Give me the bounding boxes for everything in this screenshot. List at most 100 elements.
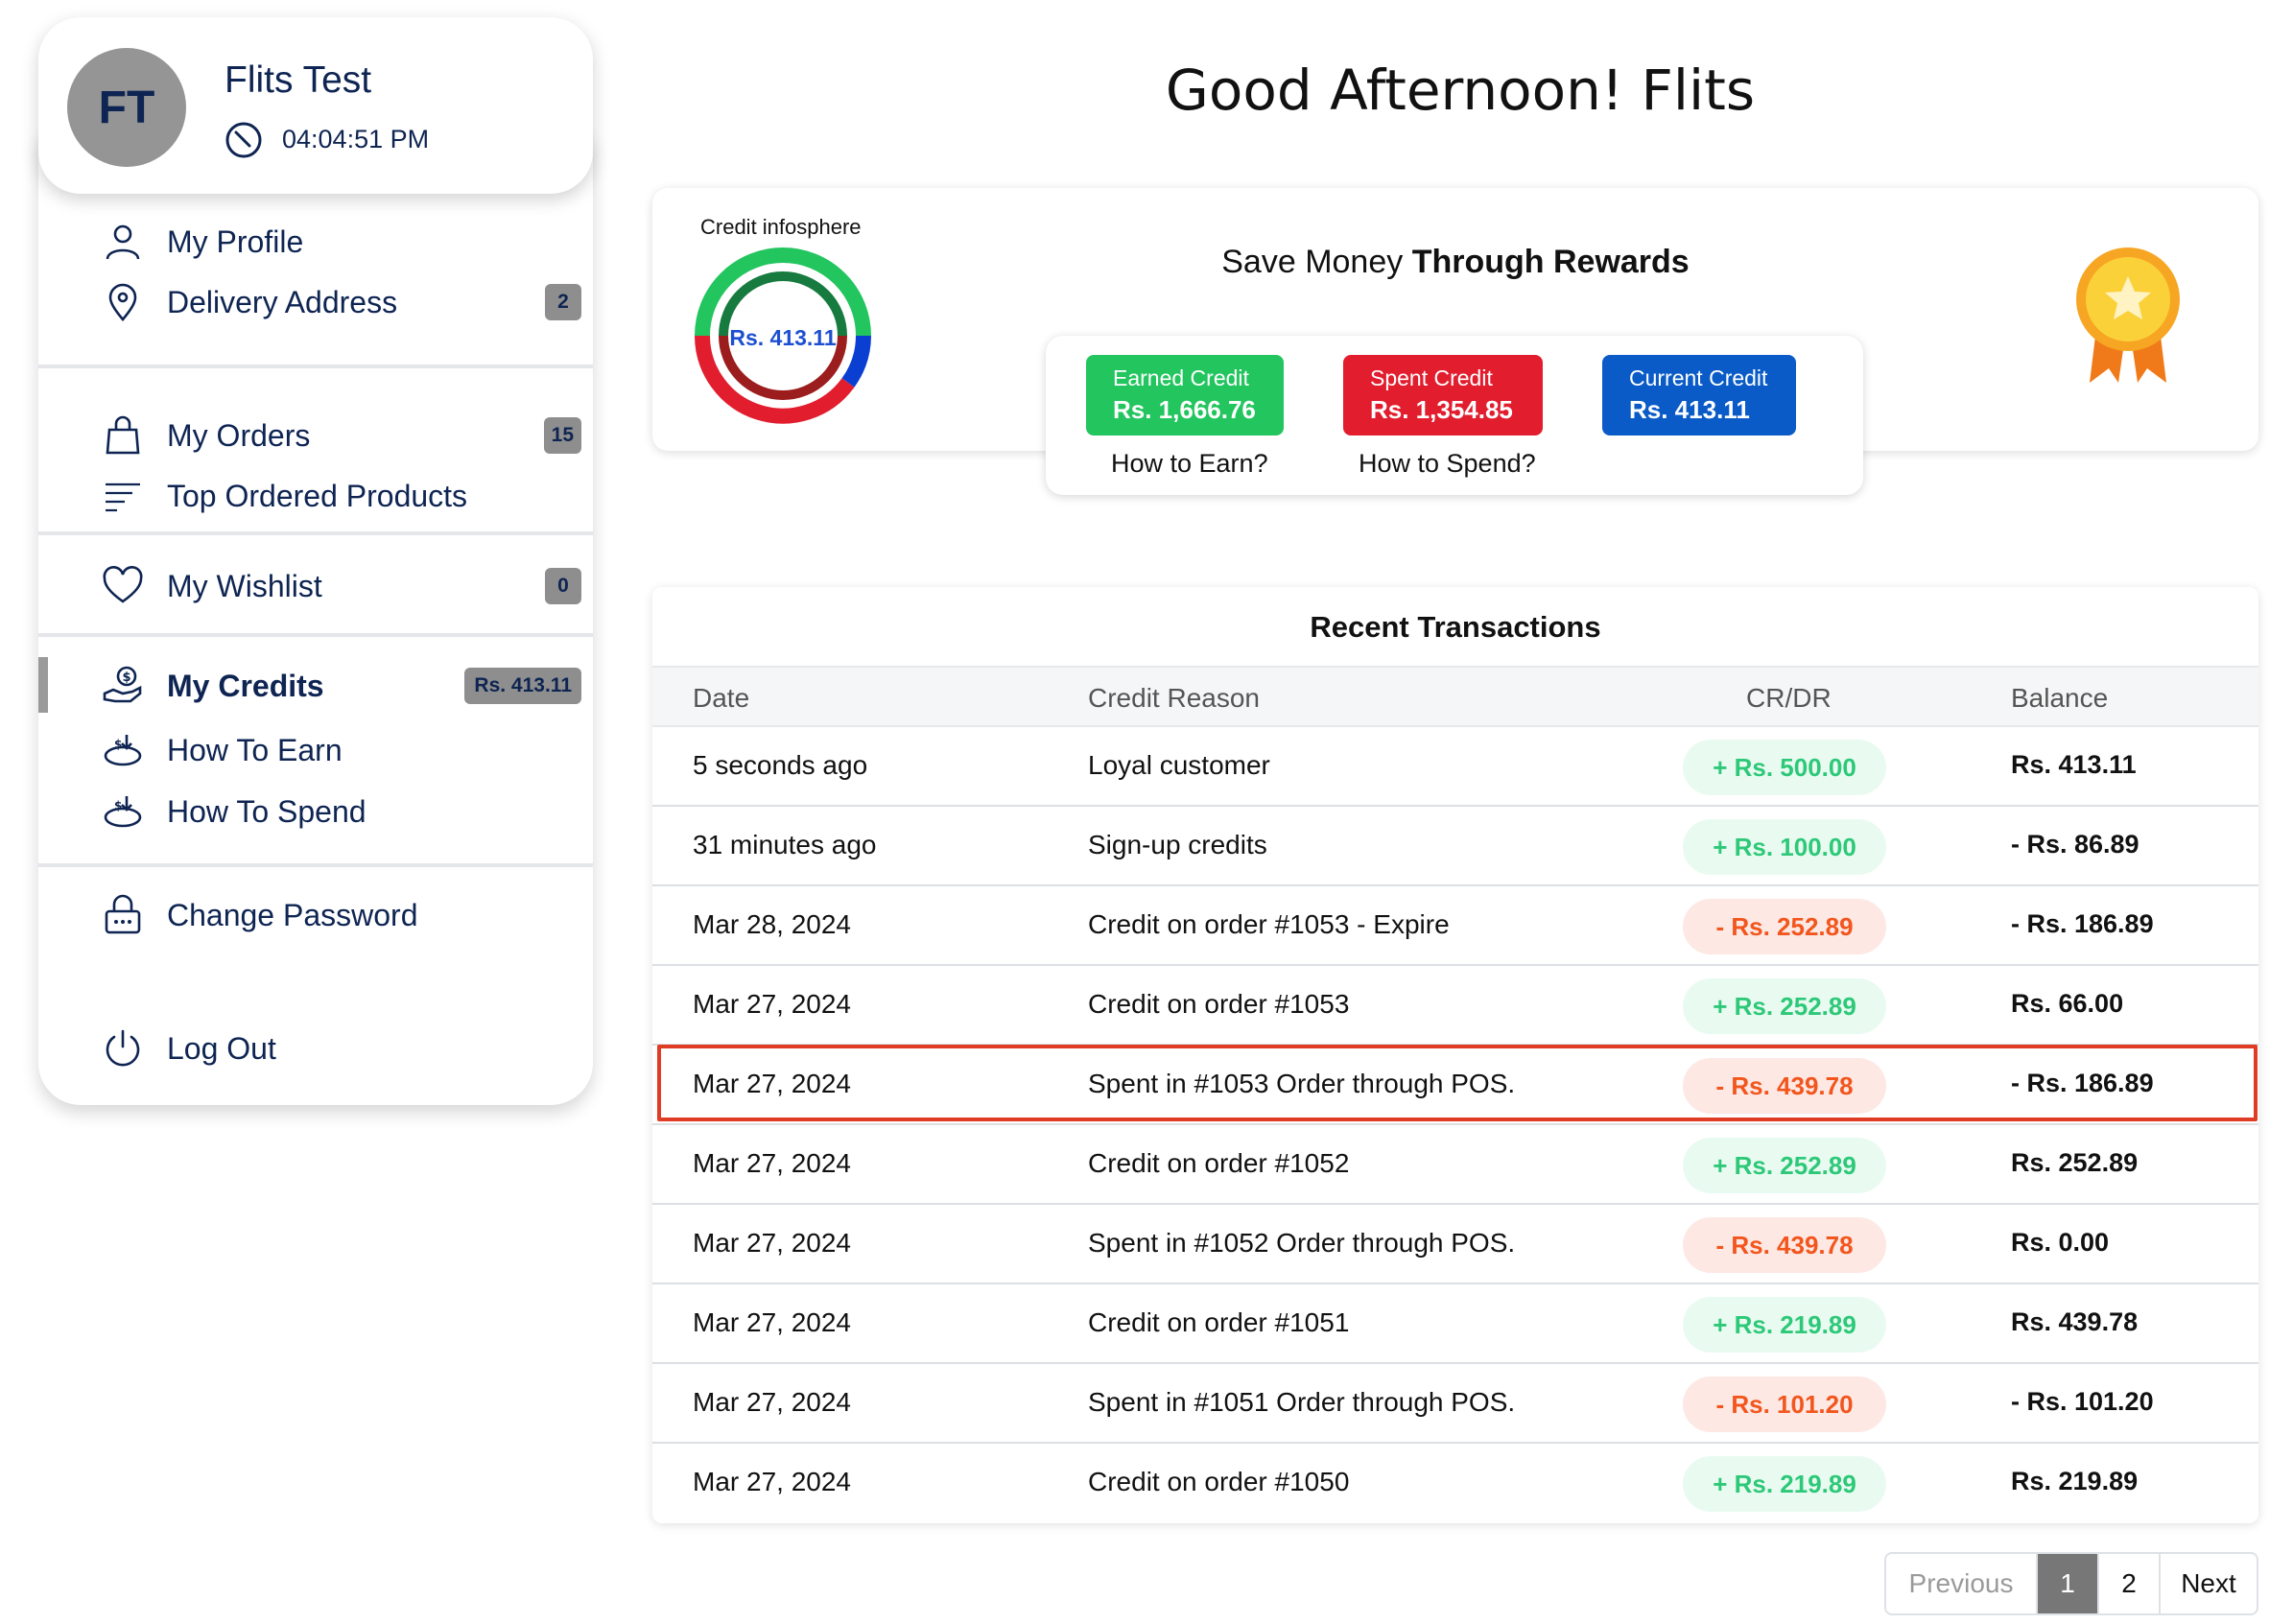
- heart-icon: [103, 566, 143, 603]
- table-row: Mar 27, 2024 Credit on order #1053 + Rs.…: [652, 966, 2258, 1046]
- row-reason: Loyal customer: [1088, 750, 1270, 780]
- sidebar-item-label: Top Ordered Products: [167, 478, 468, 513]
- transactions-title: Recent Transactions: [1310, 610, 1601, 644]
- row-balance: - Rs. 86.89: [2011, 830, 2139, 859]
- sidebar-item-my-orders[interactable]: My Orders 15: [38, 407, 593, 464]
- sidebar-item-how-to-earn[interactable]: $ How To Earn: [38, 721, 593, 779]
- sidebar-item-my-credits[interactable]: $ My Credits Rs. 413.11: [38, 657, 593, 715]
- sidebar-item-label: Log Out: [167, 1030, 276, 1066]
- row-amount: - Rs. 252.89: [1683, 899, 1886, 954]
- row-date: Mar 27, 2024: [693, 1387, 851, 1417]
- pagination: Previous 1 2 Next: [1884, 1552, 2258, 1615]
- location-pin-icon: [108, 283, 137, 322]
- earned-credit-title: Earned Credit: [1113, 365, 1249, 390]
- row-amount: + Rs. 100.00: [1683, 819, 1886, 875]
- row-date: Mar 27, 2024: [693, 1148, 851, 1178]
- sidebar-item-top-ordered-products[interactable]: Top Ordered Products: [38, 467, 593, 525]
- row-reason: Sign-up credits: [1088, 830, 1267, 859]
- row-amount: + Rs. 500.00: [1683, 740, 1886, 795]
- row-date: Mar 27, 2024: [693, 1307, 851, 1337]
- current-credit-pill: Current Credit Rs. 413.11: [1602, 355, 1796, 435]
- column-header-reason: Credit Reason: [1088, 683, 1260, 713]
- row-balance: Rs. 0.00: [2011, 1228, 2110, 1257]
- svg-text:$: $: [122, 671, 130, 685]
- profile-card: FT Flits Test 04:04:51 PM: [38, 17, 593, 194]
- sidebar-item-change-password[interactable]: Change Password: [38, 886, 593, 944]
- recent-transactions-card: Recent Transactions Date Credit Reason C…: [652, 587, 2258, 1523]
- sidebar-item-label: My Credits: [167, 668, 324, 703]
- row-date: Mar 27, 2024: [693, 1228, 851, 1258]
- medal-icon: [2076, 247, 2180, 383]
- row-balance: Rs. 252.89: [2011, 1148, 2139, 1177]
- row-reason: Credit on order #1051: [1088, 1307, 1350, 1337]
- table-row: Mar 27, 2024 Spent in #1053 Order throug…: [652, 1046, 2258, 1125]
- menu-group-credits: [38, 637, 593, 867]
- power-icon: [106, 1029, 140, 1067]
- sidebar-item-label: My Orders: [167, 417, 311, 453]
- row-amount: - Rs. 439.78: [1683, 1217, 1886, 1273]
- earned-credit-value: Rs. 1,666.76: [1113, 395, 1256, 424]
- row-balance: Rs. 66.00: [2011, 989, 2124, 1018]
- previous-page-button[interactable]: Previous: [1886, 1554, 2038, 1613]
- page-2-button[interactable]: 2: [2099, 1554, 2161, 1613]
- row-amount: + Rs. 219.89: [1683, 1456, 1886, 1512]
- active-indicator: [38, 657, 48, 713]
- table-row: Mar 27, 2024 Credit on order #1051 + Rs.…: [652, 1284, 2258, 1364]
- count-badge: 15: [543, 417, 581, 454]
- rewards-title-bold: Through Rewards: [1411, 244, 1690, 280]
- spent-credit-pill: Spent Credit Rs. 1,354.85: [1343, 355, 1543, 435]
- profile-time: 04:04:51 PM: [282, 125, 430, 153]
- sidebar-item-label: How To Earn: [167, 732, 343, 767]
- menu-group-wishlist: [38, 535, 593, 637]
- menu-group-orders: [38, 368, 593, 535]
- svg-text:$: $: [114, 799, 122, 812]
- sidebar-item-my-wishlist[interactable]: My Wishlist 0: [38, 557, 593, 615]
- sidebar-panel: [38, 134, 593, 1105]
- earn-coins-icon: $: [104, 735, 142, 766]
- clock-icon: [225, 122, 262, 158]
- spend-coins-icon: $: [104, 796, 142, 828]
- table-row: Mar 28, 2024 Credit on order #1053 - Exp…: [652, 886, 2258, 966]
- rewards-title-prefix: Save Money: [1221, 244, 1412, 280]
- donut-value: Rs. 413.11: [729, 325, 836, 350]
- next-page-button[interactable]: Next: [2181, 1568, 2236, 1598]
- table-row: Mar 27, 2024 Credit on order #1050 + Rs.…: [652, 1444, 2258, 1523]
- table-header: Date Credit Reason CR/DR Balance: [652, 666, 2258, 727]
- row-balance: - Rs. 186.89: [2011, 909, 2154, 938]
- infosphere-label: Credit infosphere: [700, 215, 862, 239]
- row-amount: + Rs. 219.89: [1683, 1297, 1886, 1353]
- row-reason: Spent in #1053 Order through POS.: [1088, 1069, 1516, 1098]
- page-title: Good Afternoon! Flits: [1165, 58, 1756, 123]
- hand-coin-icon: $: [103, 666, 142, 703]
- row-balance: Rs. 219.89: [2011, 1467, 2139, 1495]
- row-balance: Rs. 413.11: [2011, 750, 2137, 779]
- row-amount: - Rs. 101.20: [1683, 1377, 1886, 1432]
- row-balance: - Rs. 101.20: [2011, 1387, 2154, 1416]
- row-amount: + Rs. 252.89: [1683, 1138, 1886, 1193]
- credits-badge: Rs. 413.11: [464, 668, 581, 704]
- column-header-date: Date: [693, 683, 750, 713]
- current-credit-value: Rs. 413.11: [1629, 395, 1750, 424]
- how-to-earn-link[interactable]: How to Earn?: [1111, 449, 1268, 478]
- row-reason: Credit on order #1053: [1088, 989, 1350, 1019]
- row-balance: Rs. 439.78: [2011, 1307, 2139, 1336]
- sidebar-item-delivery-address[interactable]: Delivery Address 2: [38, 273, 593, 331]
- how-to-spend-link[interactable]: How to Spend?: [1359, 449, 1536, 478]
- sidebar-item-label: Delivery Address: [167, 284, 398, 319]
- profile-name: Flits Test: [225, 59, 372, 101]
- rewards-title: Save Money Through Rewards: [652, 244, 2258, 281]
- sort-lines-icon: [106, 482, 140, 512]
- page-1-button[interactable]: 1: [2038, 1554, 2099, 1613]
- row-balance: - Rs. 186.89: [2011, 1069, 2154, 1097]
- user-icon: [106, 224, 140, 260]
- sidebar-item-label: How To Spend: [167, 793, 366, 829]
- menu-group-account: [38, 134, 593, 368]
- row-date: Mar 27, 2024: [693, 989, 851, 1019]
- sidebar-item-how-to-spend[interactable]: $ How To Spend: [38, 783, 593, 840]
- table-row: Mar 27, 2024 Credit on order #1052 + Rs.…: [652, 1125, 2258, 1205]
- row-amount: - Rs. 439.78: [1683, 1058, 1886, 1114]
- column-header-crdr: CR/DR: [1746, 683, 1832, 713]
- sidebar-item-log-out[interactable]: Log Out: [38, 1020, 593, 1077]
- spent-credit-title: Spent Credit: [1370, 365, 1493, 390]
- sidebar-item-my-profile[interactable]: My Profile: [38, 213, 593, 271]
